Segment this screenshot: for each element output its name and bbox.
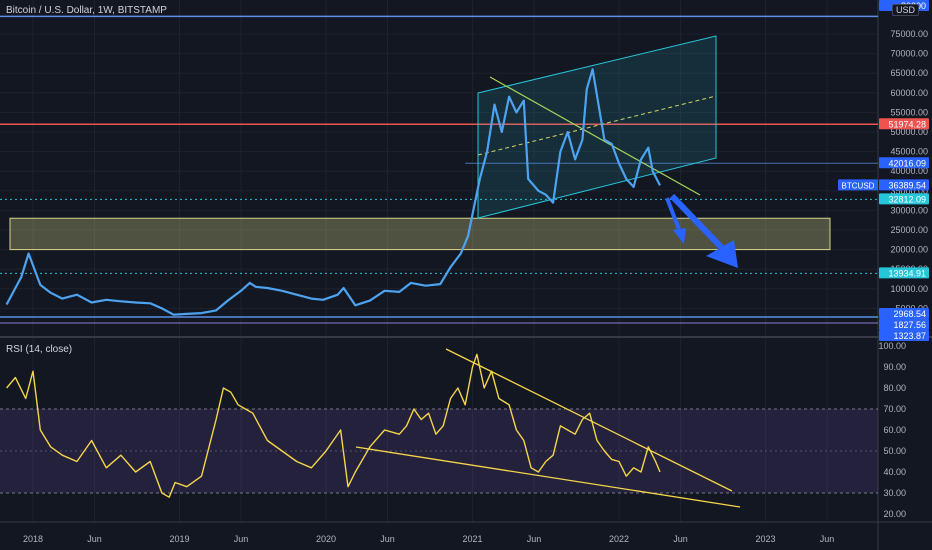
symbol-tag-label: BTCUSD: [842, 181, 875, 190]
rsi-scale-label: 30.00: [883, 488, 906, 498]
chart-title: Bitcoin / U.S. Dollar, 1W, BITSTAMP: [6, 5, 167, 16]
price-scale-label: 55000.00: [890, 107, 928, 117]
price-scale: 5000.0010000.0015000.0020000.0025000.003…: [879, 0, 929, 341]
price-tag: 51974.28: [879, 118, 929, 130]
channel-midline: [477, 95, 717, 156]
price-scale-label: 20000.00: [890, 245, 928, 255]
time-axis-label: 2020: [316, 534, 336, 544]
rsi-scale-label: 80.00: [883, 383, 906, 393]
price-scale-label: 60000.00: [890, 88, 928, 98]
arrow-short-head: [673, 228, 686, 244]
price-tag: 1323.87: [879, 330, 929, 341]
price-scale-label: 40000.00: [890, 166, 928, 176]
price-tag-bg: [879, 330, 929, 341]
price-scale-label: 45000.00: [890, 147, 928, 157]
rsi-scale-label: 100.00: [878, 341, 906, 351]
time-axis-label: 2023: [755, 534, 775, 544]
price-tag-bg: [879, 308, 929, 319]
price-scale-label: 30000.00: [890, 205, 928, 215]
price-tag: 36389.54: [879, 179, 929, 191]
price-tag-bg: [879, 319, 929, 330]
rsi-scale-label: 90.00: [883, 362, 906, 372]
price-tag: 42016.09: [879, 157, 929, 169]
support-zone: [9, 217, 831, 251]
price-tag-label: 36389.54: [888, 180, 926, 190]
arrow-long-head: [706, 240, 738, 268]
symbol-tag-bg: [838, 179, 878, 191]
ascending-channel: [477, 35, 717, 219]
arrow-short-shaft: [665, 197, 682, 233]
rsi-scale-label: 20.00: [883, 509, 906, 519]
arrow-long-shaft: [669, 193, 725, 251]
price-tag-bg: [879, 118, 929, 130]
price-scale-label: 50000.00: [890, 127, 928, 137]
time-axis-label: 2019: [169, 534, 189, 544]
falling-trendline: [489, 76, 701, 196]
price-tag-label: 13934.91: [888, 268, 926, 278]
currency-button[interactable]: USD: [892, 4, 920, 16]
rsi-scale-label: 60.00: [883, 425, 906, 435]
rsi-title: RSI (14, close): [6, 344, 73, 355]
price-tag: 2968.54: [879, 308, 929, 319]
price-tag-label: 1323.87: [893, 331, 926, 341]
price-scale-label: 70000.00: [890, 49, 928, 59]
price-scale-label: 35000.00: [890, 186, 928, 196]
price-tag-label: 2968.54: [893, 309, 926, 319]
price-tag: 13934.91: [879, 267, 929, 279]
price-tag: 1827.56: [879, 319, 929, 330]
time-axis-label: Jun: [380, 534, 395, 544]
rsi-scale-label: 40.00: [883, 467, 906, 477]
price-tag-label: 51974.28: [888, 119, 926, 129]
price-scale-label: 75000.00: [890, 29, 928, 39]
price-tag-label: 32812.09: [888, 194, 926, 204]
rsi-upper-trendline: [445, 348, 733, 492]
time-axis-label: Jun: [234, 534, 249, 544]
price-tag-label: 1827.56: [893, 320, 926, 330]
time-axis-label: 2022: [609, 534, 629, 544]
rsi-scale: 20.00 30.00 40.00 50.00 60.00 70.00 80.00 90.00…: [878, 341, 906, 519]
rsi-lower-trendline: [355, 446, 741, 508]
time-axis-label: Jun: [820, 534, 835, 544]
price-scale-label: 65000.00: [890, 68, 928, 78]
projection-arrows: [665, 193, 738, 268]
time-axis-label: 2021: [462, 534, 482, 544]
price-tag-bg: [879, 157, 929, 169]
price-tag-bg: [879, 179, 929, 191]
price-scale-label: 10000.00: [890, 284, 928, 294]
grid-lines: [0, 0, 878, 522]
price-tag: 32812.09: [879, 193, 929, 205]
rsi-series-line: [6, 353, 661, 498]
time-axis-label: Jun: [527, 534, 542, 544]
price-tag-bg: [879, 193, 929, 205]
rsi-scale-label: 70.00: [883, 404, 906, 414]
time-axis-label: 2018: [23, 534, 43, 544]
price-series-line: [5, 68, 661, 316]
time-axis-label: Jun: [87, 534, 102, 544]
price-tag-bg: [879, 267, 929, 279]
rsi-scale-label: 50.00: [883, 446, 906, 456]
price-scale-label: 25000.00: [890, 225, 928, 235]
time-axis: 2018 Jun 2019 Jun 2020 Jun 2021 Jun 2022 Jun 2023 J…: [23, 534, 834, 544]
symbol-tag: BTCUSD: [838, 179, 878, 191]
time-axis-label: Jun: [673, 534, 688, 544]
price-tag-label: 42016.09: [888, 158, 926, 168]
